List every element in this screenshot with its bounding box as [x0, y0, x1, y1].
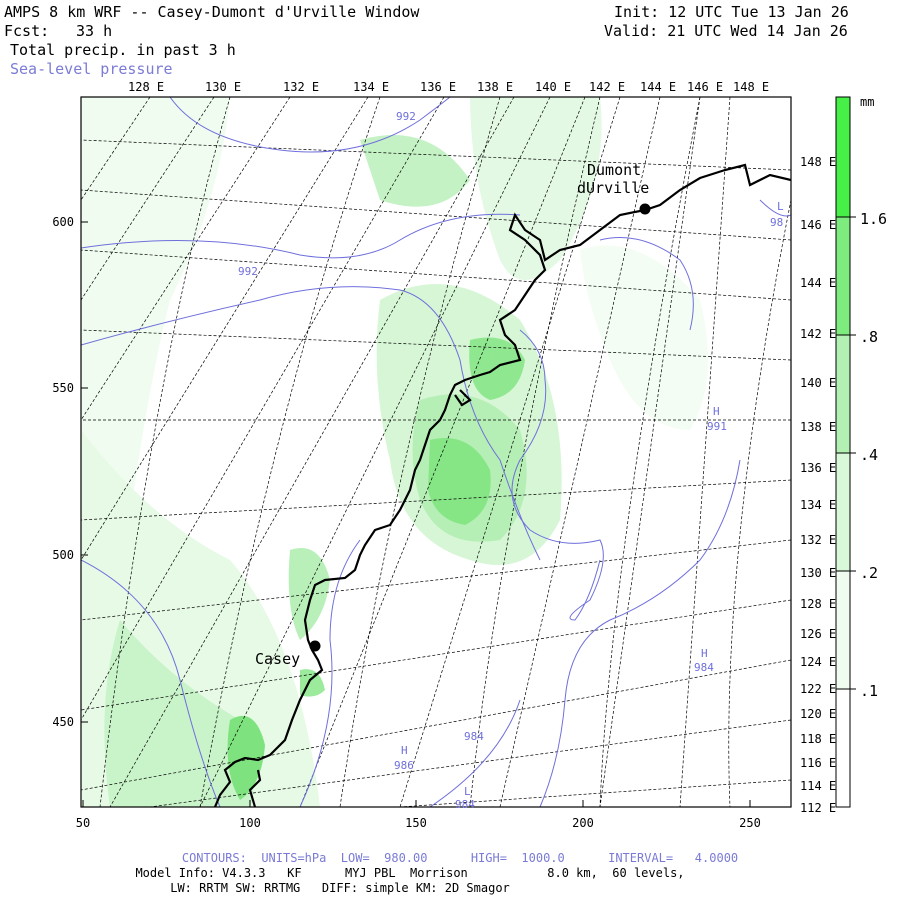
map-title: AMPS 8 km WRF -- Casey-Dumont d'Urville … — [4, 3, 420, 21]
lon-label: 136 E — [800, 461, 836, 475]
lon-label: 142 E — [589, 80, 625, 94]
x-tick-label: 50 — [76, 816, 90, 830]
contour-label: 98 — [770, 216, 783, 229]
lon-label: 148 E — [733, 80, 769, 94]
lon-label: 120 E — [800, 707, 836, 721]
colorbar-label: .4 — [860, 446, 878, 464]
lon-label: 148 E — [800, 155, 836, 169]
physics-info: LW: RRTM SW: RRTMG DIFF: simple KM: 2D S… — [170, 881, 510, 895]
lon-label: 142 E — [800, 327, 836, 341]
lon-label: 128 E — [800, 597, 836, 611]
y-tick-label: 550 — [52, 381, 74, 395]
forecast-hour: 33 h — [76, 22, 113, 40]
lon-label: 112 E — [800, 801, 836, 815]
high-value: 984 — [694, 661, 714, 674]
contour-label: 992 — [396, 110, 416, 123]
lon-label: 144 E — [800, 276, 836, 290]
map-frame — [80, 96, 792, 808]
y-axis-ticks: 600 550 500 450 — [52, 215, 88, 729]
slp-labels: 992 992 984 984 98 H 991 H 986 H 984 L L — [238, 110, 784, 811]
lon-label: 130 E — [205, 80, 241, 94]
colorbar-segment — [836, 97, 850, 217]
y-tick-label: 600 — [52, 215, 74, 229]
colorbar-label: .2 — [860, 564, 878, 582]
valid-time: Valid: 21 UTC Wed 14 Jan 26 — [604, 22, 848, 40]
station-label-dumont: Dumont — [587, 161, 641, 179]
lon-label: 136 E — [420, 80, 456, 94]
field-name: Total precip. in past 3 h — [10, 41, 236, 59]
lon-label: 134 E — [800, 498, 836, 512]
station-label-durville: dUrville — [577, 179, 649, 197]
high-marker: H — [401, 744, 408, 757]
station-casey-dot — [309, 640, 321, 652]
y-tick-label: 450 — [52, 715, 74, 729]
contour-label: 984 — [455, 798, 475, 811]
station-dumont-durville-dot — [639, 203, 651, 215]
high-value: 986 — [394, 759, 414, 772]
station-label-casey: Casey — [255, 650, 300, 668]
lon-label: 146 E — [800, 218, 836, 232]
colorbar: mm 1.6 .8 .4 .2 .1 — [835, 95, 887, 808]
lon-label: 122 E — [800, 682, 836, 696]
colorbar-segment — [836, 217, 850, 335]
x-tick-label: 100 — [239, 816, 261, 830]
lon-label: 128 E — [128, 80, 164, 94]
x-tick-label: 200 — [572, 816, 594, 830]
lon-label: 132 E — [283, 80, 319, 94]
lon-label: 114 E — [800, 779, 836, 793]
right-longitude-labels: 148 E 146 E 144 E 142 E 140 E 138 E 136 … — [800, 155, 836, 815]
graticule-meridians — [81, 97, 791, 807]
graticule-parallels — [99, 97, 791, 807]
lon-label: 144 E — [640, 80, 676, 94]
lon-label: 140 E — [535, 80, 571, 94]
colorbar-segment — [836, 453, 850, 571]
colorbar-label: .1 — [860, 682, 878, 700]
contour-info: CONTOURS: UNITS=hPa LOW= 980.00 HIGH= 10… — [181, 851, 739, 865]
y-tick-label: 500 — [52, 548, 74, 562]
lon-label: 116 E — [800, 756, 836, 770]
lon-label: 134 E — [353, 80, 389, 94]
low-marker: L — [464, 785, 471, 798]
contour-label: 992 — [238, 265, 258, 278]
top-longitude-labels: 128 E 130 E 132 E 134 E 136 E 138 E 140 … — [128, 80, 769, 94]
lon-label: 138 E — [800, 420, 836, 434]
lon-label: 138 E — [477, 80, 513, 94]
forecast-label: Fcst: — [4, 22, 50, 40]
colorbar-segment — [836, 571, 850, 689]
colorbar-label: .8 — [860, 328, 878, 346]
coastline — [213, 163, 791, 807]
high-marker: H — [701, 647, 708, 660]
lon-label: 140 E — [800, 376, 836, 390]
x-tick-label: 150 — [405, 816, 427, 830]
x-axis-ticks: 50 100 150 200 250 — [76, 800, 761, 830]
colorbar-label: 1.6 — [860, 210, 887, 228]
init-time: Init: 12 UTC Tue 13 Jan 26 — [614, 3, 849, 21]
colorbar-unit: mm — [860, 95, 874, 109]
lon-label: 132 E — [800, 533, 836, 547]
colorbar-segment — [836, 689, 850, 807]
high-value: 991 — [707, 420, 727, 433]
low-marker: L — [777, 200, 784, 213]
lon-label: 146 E — [687, 80, 723, 94]
colorbar-segment — [836, 335, 850, 453]
slp-contours — [81, 97, 791, 807]
high-marker: H — [713, 405, 720, 418]
lon-label: 130 E — [800, 566, 836, 580]
lon-label: 118 E — [800, 732, 836, 746]
lon-label: 126 E — [800, 627, 836, 641]
model-info: Model Info: V4.3.3 KF MYJ PBL Morrison 8… — [135, 866, 685, 880]
contour-label: 984 — [464, 730, 484, 743]
lon-label: 124 E — [800, 655, 836, 669]
x-tick-label: 250 — [739, 816, 761, 830]
overlay-name: Sea-level pressure — [10, 60, 173, 78]
